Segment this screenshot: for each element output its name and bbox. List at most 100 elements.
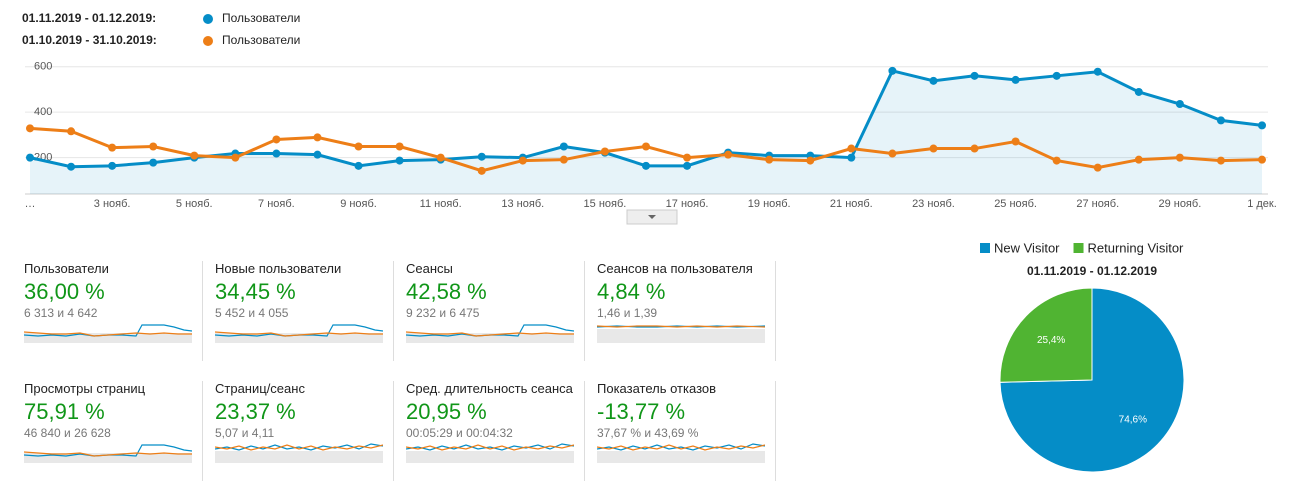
data-point	[354, 161, 363, 170]
pie-title: 01.11.2019 - 01.12.2019	[1027, 264, 1157, 278]
x-tick-label: 7 нояб.	[258, 198, 295, 210]
metric-detail: 5 452 и 4 055	[215, 306, 289, 320]
metric-card[interactable]: Сеансы 42,58 % 9 232 и 6 475	[406, 261, 585, 361]
metric-card[interactable]: Просмотры страниц 75,91 % 46 840 и 26 628	[24, 381, 203, 481]
legend-label[interactable]: Returning Visitor	[1088, 240, 1185, 255]
data-point	[642, 142, 650, 151]
x-tick-label: 11 нояб.	[420, 198, 462, 210]
metric-detail: 00:05:29 и 00:04:32	[406, 426, 513, 440]
data-point	[1093, 163, 1102, 172]
data-point	[395, 156, 404, 165]
sparkline	[24, 324, 192, 343]
x-tick-label: 25 нояб.	[994, 198, 1037, 210]
metric-card[interactable]: Страниц/сеанс 23,37 % 5,07 и 4,11	[215, 381, 394, 481]
data-point	[806, 156, 815, 165]
data-point	[477, 166, 486, 175]
metric-title: Сеансы	[406, 261, 453, 276]
collapse-arrow[interactable]	[648, 215, 656, 219]
data-point	[1134, 155, 1143, 164]
data-point	[313, 150, 322, 159]
legend-label[interactable]: Пользователи	[222, 33, 300, 47]
data-point	[313, 133, 322, 142]
metric-title: Показатель отказов	[597, 381, 717, 396]
metric-value: 20,95 %	[406, 399, 487, 424]
legend-period: 01.11.2019 - 01.12.2019:	[22, 11, 156, 25]
metric-title: Пользователи	[24, 261, 109, 276]
metric-value: -13,77 %	[597, 399, 686, 424]
series-area	[30, 70, 1262, 194]
metric-value: 34,45 %	[215, 279, 296, 304]
metric-card[interactable]: Сред. длительность сеанса 20,95 % 00:05:29…	[406, 381, 585, 481]
data-point	[477, 152, 486, 161]
sparkline	[24, 444, 192, 463]
data-point	[888, 66, 897, 75]
pie-slice	[999, 287, 1093, 383]
metric-title: Просмотры страниц	[24, 381, 146, 396]
data-point	[1175, 153, 1184, 162]
data-point	[231, 153, 240, 162]
sparkline	[597, 325, 765, 343]
data-point	[1258, 121, 1266, 130]
data-point	[1011, 137, 1020, 146]
data-point	[559, 155, 568, 164]
data-point	[26, 153, 34, 162]
data-point	[26, 124, 34, 133]
metric-value: 42,58 %	[406, 279, 487, 304]
metric-value: 36,00 %	[24, 279, 105, 304]
x-tick-label: 13 нояб.	[501, 198, 544, 210]
data-point	[1134, 87, 1143, 96]
x-tick-label: 17 нояб.	[666, 198, 709, 210]
metric-card[interactable]: Новые пользователи 34,45 % 5 452 и 4 055	[215, 261, 394, 361]
data-point	[929, 76, 938, 85]
legend-label[interactable]: New Visitor	[994, 240, 1060, 255]
data-point	[395, 142, 404, 151]
data-point	[1258, 155, 1266, 164]
legend-label[interactable]: Пользователи	[222, 11, 300, 25]
sparkline	[597, 443, 765, 463]
data-point	[1093, 67, 1102, 76]
data-point	[683, 161, 692, 170]
metric-value: 75,91 %	[24, 399, 105, 424]
data-point	[436, 153, 445, 162]
data-point	[724, 150, 733, 159]
data-point	[1216, 116, 1225, 125]
metric-card[interactable]: Сеансов на пользователя 4,84 % 1,46 и 1,39	[597, 261, 776, 361]
data-point	[272, 135, 281, 144]
data-point	[765, 155, 774, 164]
metric-card[interactable]: Пользователи 36,00 % 6 313 и 4 642	[24, 261, 203, 361]
sparkline	[406, 443, 574, 463]
data-point	[888, 149, 897, 158]
data-point	[67, 162, 76, 171]
metric-detail: 5,07 и 4,11	[215, 426, 275, 440]
metric-detail: 37,67 % и 43,69 %	[597, 426, 699, 440]
x-tick-label: 15 нояб.	[584, 198, 627, 210]
slice-label: 25,4%	[1037, 335, 1065, 346]
data-point	[847, 153, 856, 162]
x-tick-label: 19 нояб.	[748, 198, 791, 210]
data-point	[108, 143, 117, 152]
data-point	[1011, 75, 1020, 84]
data-point	[642, 161, 650, 170]
data-point	[970, 71, 979, 80]
metric-card[interactable]: Показатель отказов -13,77 % 37,67 % и 43,6…	[597, 381, 776, 481]
sparkline	[215, 324, 383, 343]
data-point	[683, 153, 692, 162]
metric-value: 4,84 %	[597, 279, 666, 304]
data-point	[1175, 100, 1184, 108]
x-tick-label: 9 нояб.	[340, 198, 377, 210]
y-tick-label: 400	[34, 106, 52, 118]
metric-title: Страниц/сеанс	[215, 381, 305, 396]
legend-period: 01.10.2019 - 31.10.2019:	[22, 33, 157, 47]
metric-detail: 46 840 и 26 628	[24, 426, 111, 440]
legend-swatch	[980, 243, 990, 253]
x-tick-label: 1 дек.	[1247, 198, 1277, 210]
legend-marker	[203, 14, 213, 24]
data-point	[518, 156, 527, 165]
data-point	[1052, 71, 1061, 80]
data-point	[354, 142, 363, 151]
data-point	[970, 144, 979, 153]
metric-detail: 9 232 и 6 475	[406, 306, 480, 320]
metric-detail: 1,46 и 1,39	[597, 306, 658, 320]
